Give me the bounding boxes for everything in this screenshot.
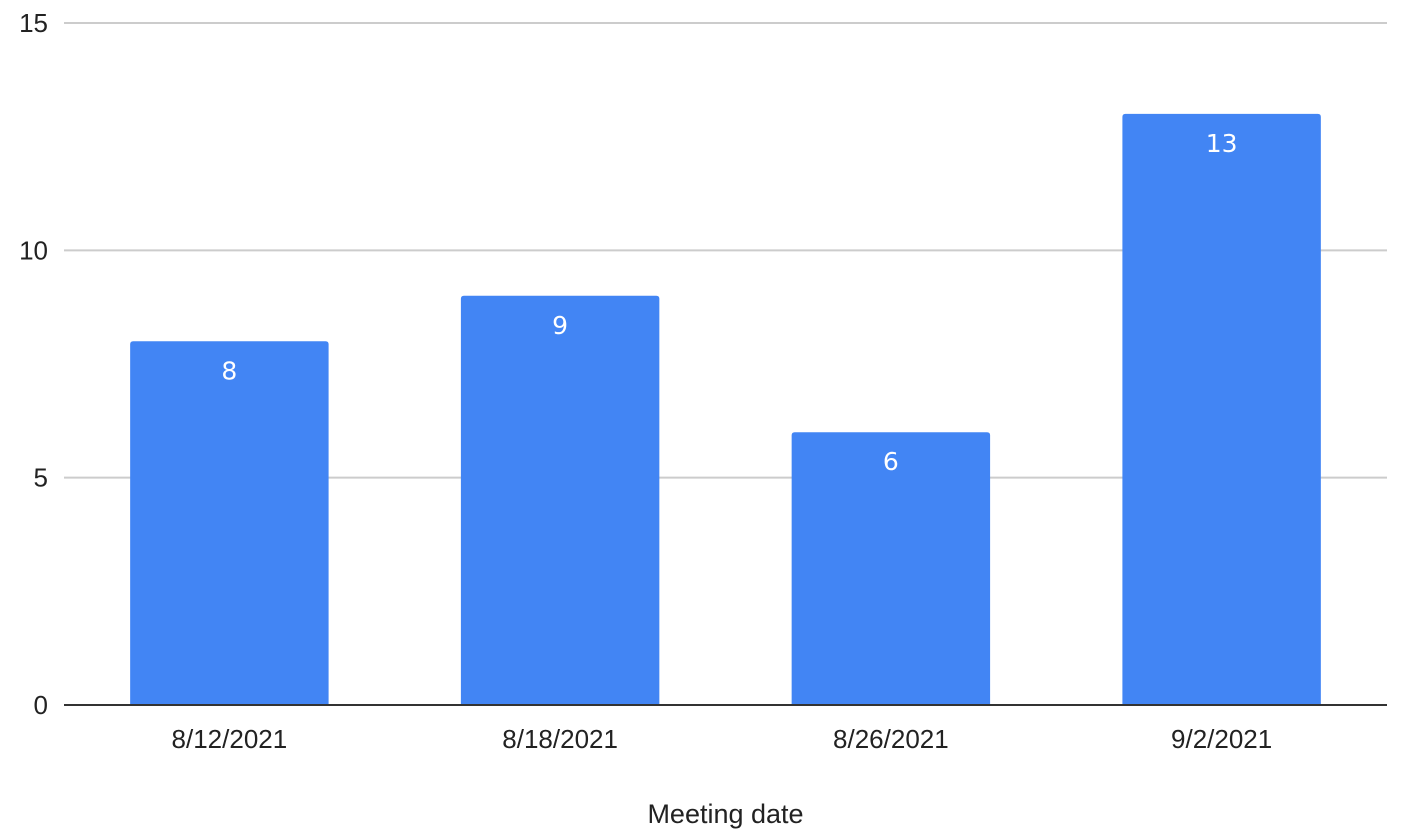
y-axis-ticks: 0 5 10 15 [19, 8, 48, 720]
x-axis-ticks: 8/12/2021 8/18/2021 8/26/2021 9/2/2021 [172, 724, 1273, 754]
y-tick-label: 15 [19, 8, 48, 38]
x-tick-label: 9/2/2021 [1171, 724, 1272, 754]
bar-8-26-2021 [791, 432, 991, 705]
bar-8-12-2021 [130, 341, 329, 705]
data-label: 6 [883, 447, 899, 476]
data-label: 9 [552, 311, 568, 340]
y-tick-label: 10 [19, 235, 48, 265]
bar-8-18-2021 [460, 295, 660, 705]
x-tick-label: 8/12/2021 [172, 724, 288, 754]
bars [130, 113, 1321, 705]
data-label: 8 [221, 356, 237, 385]
x-tick-label: 8/26/2021 [833, 724, 949, 754]
y-tick-label: 0 [34, 690, 48, 720]
bar-9-2-2021 [1122, 113, 1321, 705]
y-tick-label: 5 [34, 463, 48, 493]
data-labels: 8 9 6 13 [221, 129, 1237, 476]
data-label: 13 [1206, 129, 1238, 158]
x-axis-title: Meeting date [647, 799, 803, 829]
x-tick-label: 8/18/2021 [502, 724, 618, 754]
